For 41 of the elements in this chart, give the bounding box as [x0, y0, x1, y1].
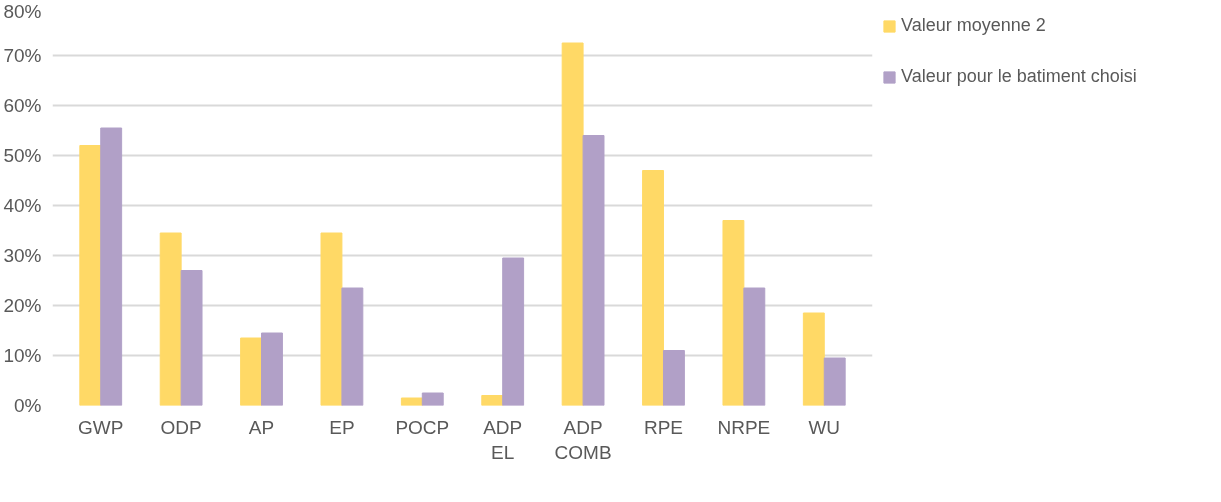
- bar: [159, 232, 182, 406]
- bar: [823, 357, 846, 406]
- bar: [180, 270, 203, 406]
- bar: [502, 257, 525, 406]
- y-tick-label: 10%: [3, 345, 42, 366]
- y-tick-label: 40%: [3, 195, 42, 216]
- bar: [320, 232, 343, 406]
- x-tick-label: EP: [329, 416, 355, 438]
- y-tick-label: 0%: [14, 395, 42, 416]
- bar: [79, 145, 102, 406]
- bar: [421, 392, 444, 406]
- x-tick-label: ADP EL: [483, 416, 523, 463]
- x-tick-label: POCP: [395, 416, 450, 438]
- bar: [722, 220, 745, 406]
- bar: [743, 287, 766, 406]
- y-tick-label: 80%: [3, 0, 42, 22]
- bar: [341, 287, 364, 406]
- bar: [261, 332, 283, 406]
- bar: [561, 42, 584, 406]
- bar: [582, 135, 605, 406]
- bar: [240, 337, 263, 406]
- legend-label: Valeur pour le batiment choisi: [901, 66, 1137, 87]
- bar: [802, 312, 825, 406]
- x-tick-label: RPE: [643, 416, 684, 438]
- y-tick-label: 20%: [3, 295, 42, 316]
- y-tick-label: 60%: [3, 95, 42, 116]
- x-tick-label: ODP: [160, 416, 202, 438]
- y-tick-label: 30%: [3, 245, 42, 266]
- bar: [100, 127, 123, 406]
- x-tick-label: ADP COMB: [554, 416, 612, 463]
- legend-label: Valeur moyenne 2: [901, 15, 1046, 36]
- y-tick-label: 50%: [3, 145, 42, 166]
- bar: [662, 350, 685, 406]
- bar: [400, 397, 423, 406]
- x-tick-label: GWP: [78, 416, 124, 438]
- bar: [642, 170, 664, 406]
- x-tick-label: WU: [808, 416, 841, 438]
- x-tick-label: NRPE: [717, 416, 771, 438]
- bar: [481, 395, 504, 406]
- y-tick-label: 70%: [3, 45, 42, 66]
- x-tick-label: AP: [248, 416, 275, 438]
